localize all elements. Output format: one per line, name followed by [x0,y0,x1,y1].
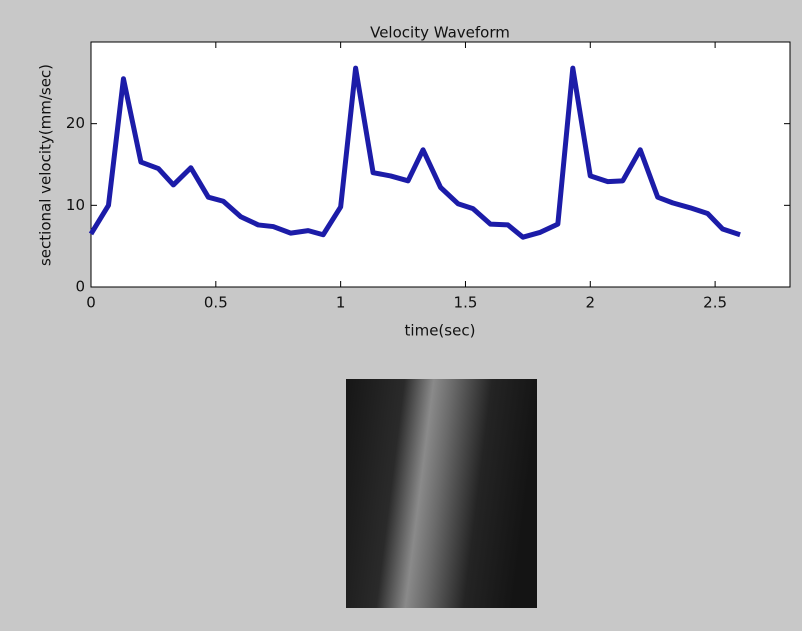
x-tick-label: 2 [586,294,596,312]
y-tick-label: 20 [66,114,85,132]
x-tick-label: 0 [86,294,96,312]
y-axis-label: sectional velocity(mm/sec) [37,64,55,266]
chart-title: Velocity Waveform [370,24,510,42]
x-tick-label: 2.5 [703,294,727,312]
y-tick-label: 10 [66,196,85,214]
axes [90,41,791,288]
x-axis-label: time(sec) [405,322,476,340]
x-tick-label: 1.5 [454,294,478,312]
x-tick-label: 1 [336,294,346,312]
plot: 0 0.5 1 1.5 2 2.5 0 10 20 [66,42,790,312]
x-tick-label: 0.5 [204,294,228,312]
ultrasound-image [346,379,537,608]
data-line [88,65,741,240]
y-tick-label: 0 [75,278,85,296]
